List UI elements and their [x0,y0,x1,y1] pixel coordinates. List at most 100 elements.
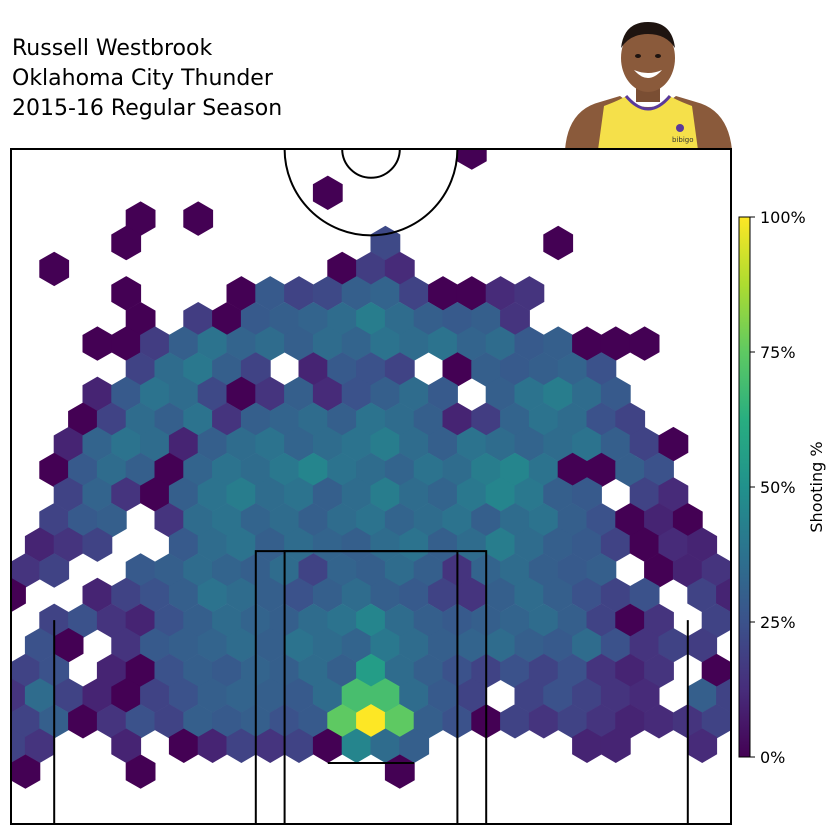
hexbin-cell [600,577,631,613]
hexbin-cell [586,503,617,538]
hexbin-cell [370,326,401,361]
hexbin-cell [456,678,487,713]
hexbin-cell [82,326,113,361]
hexbin-cell [298,402,329,437]
hexbin-cell [154,352,185,387]
hexbin-cell [111,477,142,512]
hexbin-cell [485,477,516,512]
hexbin-cell [197,477,228,512]
hexbin-cell [39,251,70,287]
hexbin-cell [197,426,228,462]
hexbin-cell [125,704,156,739]
hexbin-cell [96,503,127,538]
hexbin-cell [96,402,127,437]
hexbin-cell [356,704,386,739]
hexbin-cell [140,678,170,713]
hexbin-cell [356,653,386,689]
hexbin-cell [514,276,545,311]
hexbin-cell [370,577,401,613]
hexbin-cell [212,503,242,538]
hexbin-cell [197,376,228,412]
hexbin-cell [384,603,415,638]
hexbin-cell [442,402,473,437]
hexbin-cell [471,302,502,337]
hexbin-cell [284,577,314,613]
season-label: 2015-16 Regular Season [12,96,283,121]
hexbin-cell [500,402,530,437]
hexbin-cell [269,402,300,437]
hexbin-cell [428,477,458,512]
hexbin-cell [11,704,41,739]
hexbin-cell [197,577,228,613]
hexbin-cell [312,628,343,663]
hexbin-cell [24,728,55,763]
hexbin-cell [413,402,444,437]
hexbin-cell [68,704,98,739]
hexbin-cell [168,678,199,713]
hexbin-cell [500,553,530,588]
hexbin-cell [716,577,731,613]
hexbin-cell [96,704,127,739]
hexbin-cell [53,527,84,562]
hexbin-cell [658,477,689,512]
hexbin-cell [82,678,113,713]
hexbin-cell [413,704,444,739]
hexbin-cell [327,704,358,739]
hexbin-cell [284,728,314,763]
hexbin-cell [341,426,372,462]
hexbin-cell [68,452,98,488]
hexbin-cell [226,477,257,512]
hexbin-cell [168,527,199,562]
hexbin-cell [356,352,386,387]
hexbin-cell [125,452,156,488]
hexbin-cell [687,678,718,713]
hexbin-cell [226,527,257,562]
hexbin-cell [298,704,329,739]
hexbin-cell [543,477,574,512]
hexbin-cell [399,276,430,311]
hexbin-cell [528,452,559,488]
hexbin-cell [701,553,731,588]
hexbin-cell [543,678,574,713]
hexbin-cell [384,653,415,689]
hexbin-cell [572,477,602,512]
hexbin-cell [168,426,199,462]
hexbin-cell [644,704,674,739]
hexbin-cell [615,653,646,689]
hexbin-cell [442,302,473,337]
hexbin-cell [327,402,358,437]
hexbin-cell [125,302,156,337]
hexbin-cell [39,553,70,588]
hexbin-cell [644,452,674,488]
hexbin-cell [572,678,602,713]
hexbin-cell [500,704,530,739]
hexbin-cell [442,452,473,488]
hexbin-cell [384,553,415,588]
hexbin-cell [428,326,458,361]
hexbin-cell [327,503,358,538]
hexbin-cell [615,603,646,638]
hexbin-cell [600,426,631,462]
hexbin-cell [384,302,415,337]
hexbin-cell [298,503,329,538]
hexbin-cell [557,352,588,387]
hexbin-cell [327,603,358,638]
hexbin-cell [456,628,487,663]
hexbin-cell [68,402,98,437]
hexbin-cell [629,577,660,613]
hexbin-cell [370,628,401,663]
hexbin-cell [11,728,26,763]
hexbin-cell [514,376,545,412]
hexbin-cell [629,477,660,512]
hexbin-cell [298,302,329,337]
hexbin-cell [399,326,430,361]
hexbin-cell [125,553,156,588]
center-circle-inner [341,148,401,179]
hexbin-cell [687,628,718,663]
hexbin-cell [701,603,731,638]
hexbin-cell [528,704,559,739]
hexbin-cell [111,628,142,663]
hexbin-cell [413,553,444,588]
hexbin-cell [111,728,142,763]
hexbin-cell [168,477,199,512]
